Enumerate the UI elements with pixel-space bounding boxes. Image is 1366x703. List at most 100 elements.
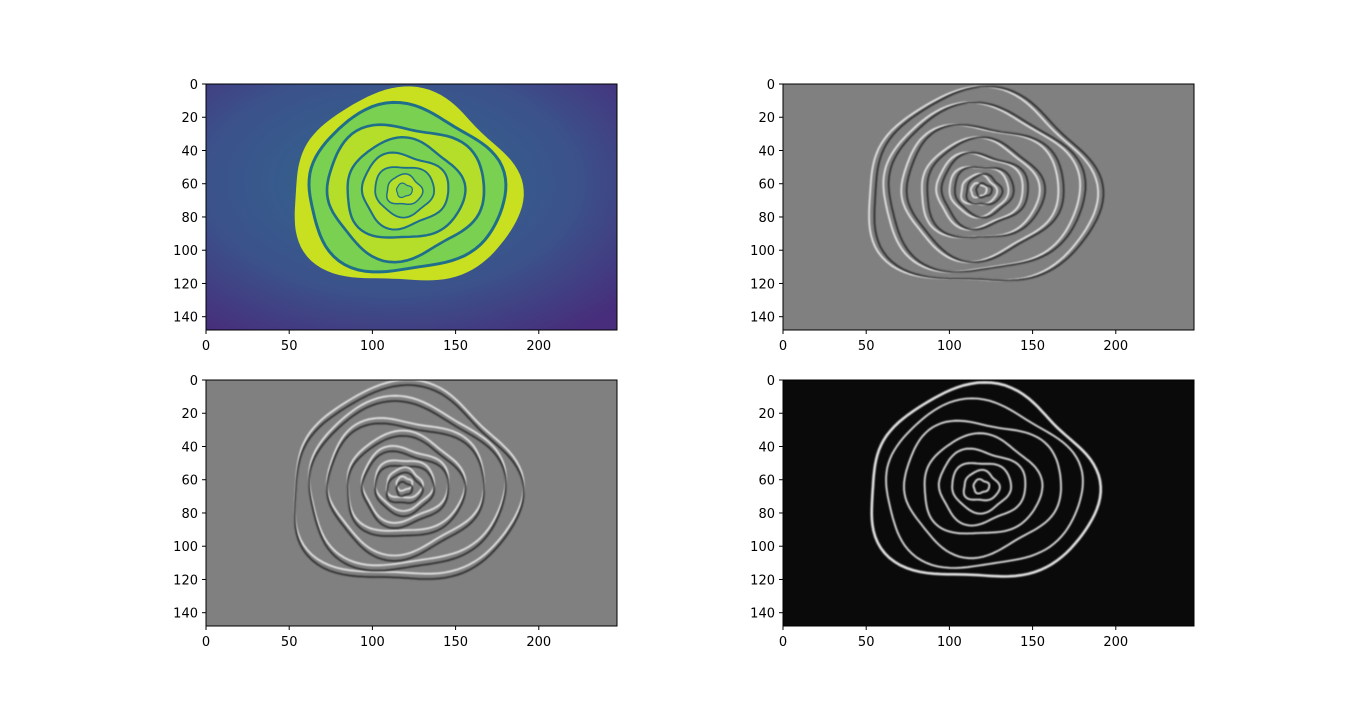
y-tick-label: 140 [750,311,775,326]
edge-highlight [935,151,1024,231]
edge-contour [937,447,1027,527]
y-tick-label: 120 [173,277,198,292]
y-tick-label: 0 [767,78,775,93]
y-tick-label: 60 [181,474,198,489]
y-tick-label: 20 [758,111,775,126]
edge-contour [870,381,1102,578]
y-tick-label: 40 [758,440,775,455]
edge-shadow [954,166,1015,219]
edge-highlight [395,475,414,492]
x-tick-label: 0 [779,635,787,650]
x-tick-label: 50 [858,635,875,650]
rose-petal-ring [395,182,413,199]
x-tick-label: 150 [1020,339,1045,354]
edge-shadow [395,480,414,498]
edge-shadow [887,101,1087,273]
subplot-edge-horizontal-gradient: 0 50 100 150 200 0 20 40 60 80 100 120 140 [750,78,1195,354]
edge-highlight [970,182,988,199]
y-tick-label: 140 [173,311,198,326]
x-tick-label: 0 [202,339,210,354]
y-tick-label: 120 [173,573,198,588]
y-tick-label: 40 [181,144,198,159]
y-tick-label: 80 [181,507,198,522]
edge-shadow [360,450,450,530]
y-tick-label: 40 [181,440,198,455]
image-area [783,84,1194,330]
y-tick-label: 0 [767,374,775,389]
edge-shadow [905,123,1065,263]
x-tick-label: 0 [202,635,210,650]
subplot-edge-magnitude: 0 50 100 150 200 0 20 40 60 80 100 120 140 [750,374,1195,650]
edge-contour [923,432,1044,535]
y-tick-label: 120 [750,573,775,588]
edge-shadow [386,471,424,504]
x-tick-label: 150 [1020,635,1045,650]
edge-shadow [374,465,435,518]
y-tick-label: 140 [173,607,198,622]
x-tick-label: 100 [937,635,962,650]
edge-highlight [882,101,1082,273]
edge-contour [903,419,1062,560]
axes-frame [205,83,618,331]
y-tick-label: 80 [758,211,775,226]
image-area [206,84,617,330]
y-tick-label: 20 [758,407,775,422]
edge-shadow [308,400,507,572]
y-tick-label: 120 [750,277,775,292]
x-tick-label: 0 [779,339,787,354]
axes-frame [205,379,618,627]
y-tick-label: 60 [758,178,775,193]
x-tick-label: 200 [526,339,551,354]
y-tick-label: 40 [758,144,775,159]
image-area [783,380,1194,626]
x-tick-label: 200 [526,635,551,650]
edge-highlight [900,123,1060,263]
y-tick-label: 60 [181,178,198,193]
subplot-edge-vertical-gradient: 0 50 100 150 200 0 20 40 60 80 100 120 140 [173,374,618,650]
y-tick-label: 100 [173,244,198,259]
edge-shadow [940,151,1029,231]
edge-shadow [975,182,993,199]
subplot-original-viridis: 0 50 100 150 200 0 20 40 60 80 100 120 140 [173,78,618,354]
y-tick-label: 20 [181,111,198,126]
y-tick-label: 100 [750,244,775,259]
x-tick-label: 100 [360,635,385,650]
y-tick-label: 100 [750,540,775,555]
edge-highlight [921,136,1041,239]
x-tick-label: 100 [360,339,385,354]
image-area [206,380,617,626]
x-tick-label: 150 [443,339,468,354]
edge-shadow [926,136,1046,239]
x-tick-label: 200 [1103,339,1128,354]
x-tick-label: 150 [443,635,468,650]
edge-shadow [873,85,1105,282]
y-tick-label: 80 [758,507,775,522]
y-tick-label: 100 [173,540,198,555]
image-background [783,84,1194,330]
y-tick-label: 60 [758,474,775,489]
axes-frame [782,83,1195,331]
edge-contour [951,462,1012,515]
edge-shadow [293,384,525,580]
edge-highlight [386,466,424,499]
edge-shadow [346,435,467,537]
y-tick-label: 80 [181,211,198,226]
edge-highlight [868,85,1099,282]
y-tick-label: 0 [190,78,198,93]
edge-contour [962,469,1001,502]
y-tick-label: 140 [750,607,775,622]
edge-contour [972,478,991,495]
y-tick-label: 0 [190,374,198,389]
edge-contour [885,397,1084,569]
x-tick-label: 50 [281,339,298,354]
x-tick-label: 100 [937,339,962,354]
edge-shadow [965,173,1004,206]
x-tick-label: 50 [281,635,298,650]
axes-frame [782,379,1195,627]
x-tick-label: 200 [1103,635,1128,650]
x-tick-label: 50 [858,339,875,354]
y-tick-label: 20 [181,407,198,422]
image-background [783,380,1194,626]
edge-shadow [326,422,485,562]
